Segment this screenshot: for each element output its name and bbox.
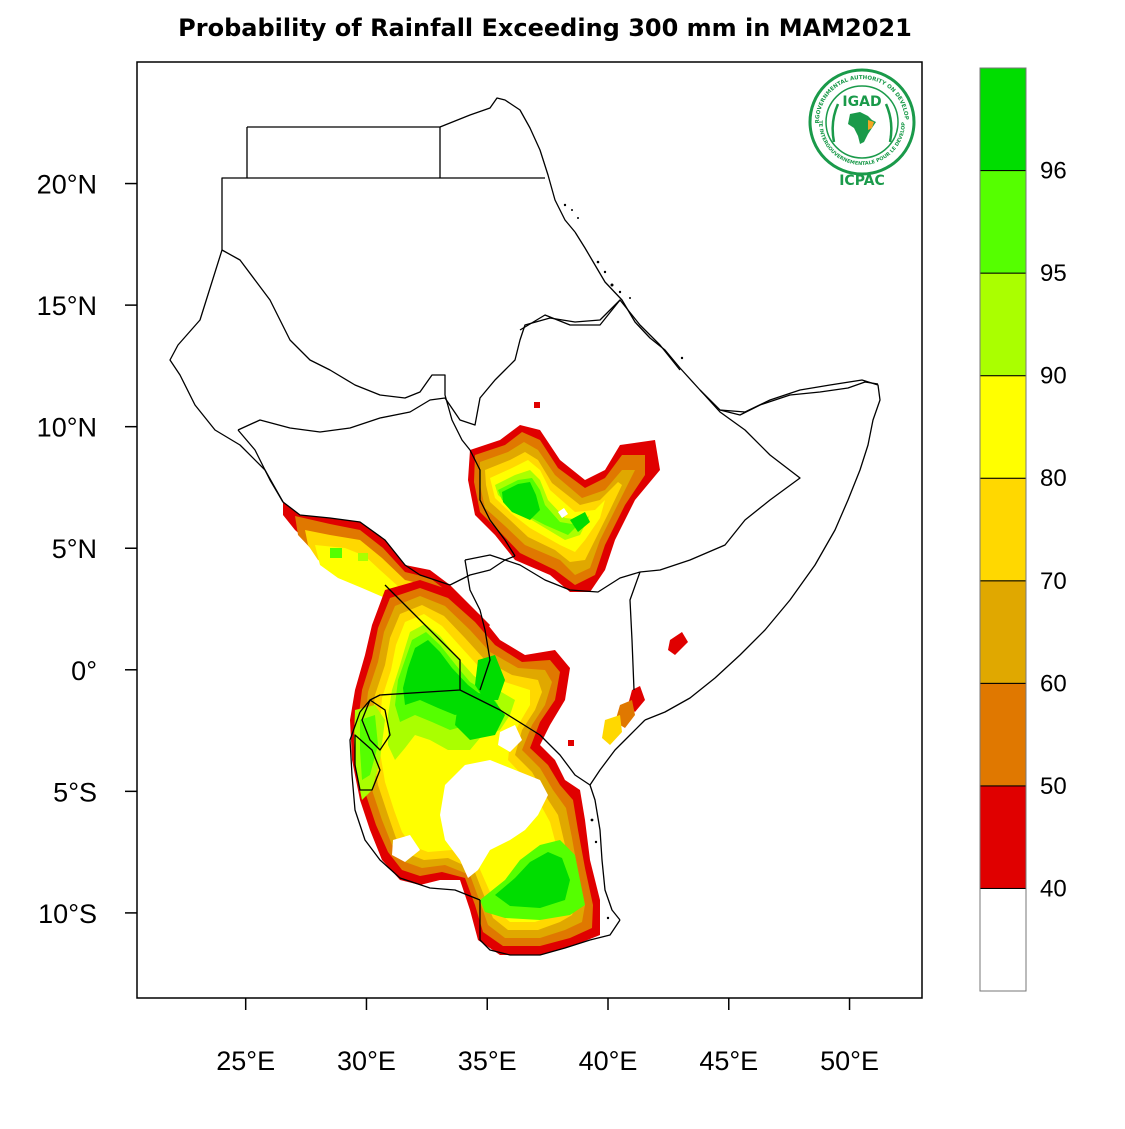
- colorbar-swatch: [979, 887, 1027, 992]
- colorbar-label: 40: [1040, 875, 1067, 902]
- lon-tick-label: 50°E: [820, 1046, 879, 1076]
- colorbar-label: 60: [1040, 670, 1067, 697]
- colorbar-label: 95: [1040, 260, 1067, 287]
- lat-tick-label: 10°N: [37, 413, 97, 443]
- logo-icpac-text: ICPAC: [839, 173, 885, 189]
- lon-tick-label: 25°E: [216, 1046, 275, 1076]
- coast-field: [568, 632, 688, 746]
- colorbar-swatch: [979, 170, 1027, 274]
- colorbar: 40 50 60 70 80 90 95 96: [979, 67, 1067, 992]
- longitude-axis: 25°E 30°E 35°E 40°E 45°E 50°E: [216, 998, 879, 1076]
- colorbar-swatch: [979, 785, 1027, 889]
- logo-igad-text: IGAD: [842, 94, 881, 110]
- lat-tick-label: 0°: [71, 656, 97, 686]
- colorbar-label: 80: [1040, 465, 1067, 492]
- map-title: Probability of Rainfall Exceeding 300 mm…: [178, 14, 912, 42]
- lat-tick-label: 20°N: [37, 170, 97, 200]
- igad-icpac-logo: INTERGOVERNMENTAL AUTHORITY ON DEVELOPME…: [808, 68, 916, 189]
- colorbar-swatch: [979, 477, 1027, 582]
- latitude-axis: 20°N 15°N 10°N 5°N 0° 5°S 10°S: [37, 170, 137, 929]
- colorbar-swatch: [979, 682, 1027, 787]
- egypt-outline: [247, 97, 576, 233]
- colorbar-label: 90: [1040, 363, 1067, 390]
- lon-tick-label: 30°E: [337, 1046, 396, 1076]
- lat-tick-label: 15°N: [37, 291, 97, 321]
- colorbar-label: 70: [1040, 568, 1067, 595]
- logo-inner-ring: [825, 85, 899, 159]
- logo-africa-icon: [848, 112, 876, 144]
- colorbar-label: 96: [1040, 158, 1067, 185]
- probability-field: [283, 402, 688, 955]
- ethiopia-region-field: [468, 402, 660, 592]
- lon-tick-label: 40°E: [579, 1046, 638, 1076]
- lat-tick-label: 5°S: [53, 777, 97, 807]
- lon-tick-label: 45°E: [699, 1046, 758, 1076]
- lat-tick-label: 5°N: [52, 534, 97, 564]
- islands: [563, 203, 684, 920]
- lat-tick-label: 10°S: [38, 899, 97, 929]
- colorbar-border: [979, 67, 1027, 992]
- lon-tick-label: 35°E: [458, 1046, 517, 1076]
- colorbar-swatch: [979, 272, 1027, 377]
- great-lakes-field: [350, 580, 600, 955]
- country-boundaries: [169, 97, 881, 956]
- colorbar-swatch: [979, 67, 1027, 172]
- colorbar-swatch: [979, 580, 1027, 684]
- colorbar-label: 50: [1040, 773, 1067, 800]
- colorbar-swatch: [979, 375, 1027, 479]
